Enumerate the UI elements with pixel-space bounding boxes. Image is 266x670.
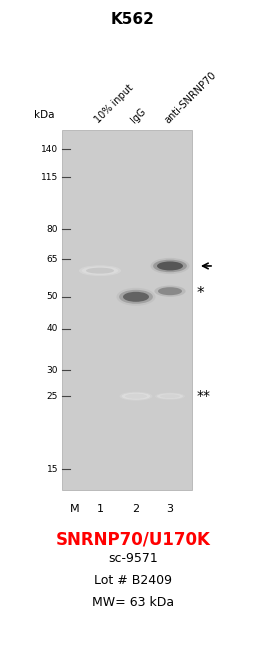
Text: M: M <box>70 504 80 514</box>
Text: 30: 30 <box>47 366 58 375</box>
Text: 25: 25 <box>47 392 58 401</box>
Ellipse shape <box>154 285 186 297</box>
Ellipse shape <box>119 290 153 304</box>
Text: IgG: IgG <box>129 107 148 125</box>
Text: Lot # B2409: Lot # B2409 <box>94 574 172 587</box>
Ellipse shape <box>122 393 150 400</box>
Text: 40: 40 <box>47 324 58 333</box>
Ellipse shape <box>82 267 118 275</box>
Text: *: * <box>197 285 205 301</box>
Ellipse shape <box>117 288 156 306</box>
Text: kDa: kDa <box>34 110 54 120</box>
Text: **: ** <box>197 389 211 403</box>
Ellipse shape <box>119 392 152 401</box>
Bar <box>62 130 192 490</box>
Ellipse shape <box>158 287 182 295</box>
Ellipse shape <box>86 267 114 273</box>
Text: 80: 80 <box>47 225 58 234</box>
Text: 50: 50 <box>47 292 58 302</box>
Text: 65: 65 <box>47 255 58 264</box>
Ellipse shape <box>152 284 188 298</box>
Ellipse shape <box>157 393 183 399</box>
Ellipse shape <box>79 265 121 276</box>
Text: 140: 140 <box>41 145 58 153</box>
Ellipse shape <box>151 258 189 274</box>
Ellipse shape <box>160 394 180 398</box>
Ellipse shape <box>157 261 183 271</box>
Text: 3: 3 <box>167 504 173 514</box>
Text: 115: 115 <box>41 173 58 182</box>
Text: MW= 63 kDa: MW= 63 kDa <box>92 596 174 609</box>
Text: 1: 1 <box>97 504 103 514</box>
Text: sc-9571: sc-9571 <box>108 552 158 565</box>
Text: anti-SNRNP70: anti-SNRNP70 <box>163 70 218 125</box>
Text: 2: 2 <box>132 504 140 514</box>
Text: SNRNP70/U170K: SNRNP70/U170K <box>56 530 210 548</box>
Text: K562: K562 <box>111 13 155 27</box>
Ellipse shape <box>125 394 147 399</box>
Text: 15: 15 <box>47 465 58 474</box>
Ellipse shape <box>123 292 149 302</box>
Ellipse shape <box>153 260 187 272</box>
Text: 10% input: 10% input <box>93 82 135 125</box>
Ellipse shape <box>155 393 185 400</box>
